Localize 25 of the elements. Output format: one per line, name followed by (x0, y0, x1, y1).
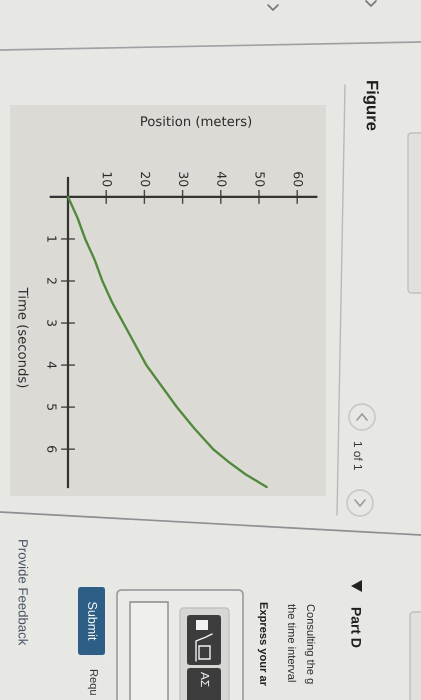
text: Requ (88, 670, 98, 695)
x-tick-label: 20 (140, 172, 150, 186)
text: ΑΣ (200, 672, 210, 687)
y-tick-label: 4 (47, 362, 56, 368)
text: Figure (363, 81, 379, 130)
y-tick-label: 3 (47, 320, 57, 326)
y-tick-label: 5 (47, 404, 56, 410)
x-tick-label: 60 (294, 172, 304, 186)
y-tick-label: 2 (47, 278, 57, 284)
text: Part D (351, 608, 361, 648)
text: the time interval (288, 604, 296, 682)
y-tick-label: 1 (47, 236, 56, 242)
text: Provide Feedback (18, 540, 28, 646)
x-tick-label: 40 (217, 172, 227, 186)
x-tick-label: 50 (255, 172, 265, 186)
y-tick-label: 6 (47, 446, 57, 452)
x-tick-label: 10 (102, 172, 112, 186)
text: Consulting the g (304, 604, 316, 684)
line-series (66, 196, 268, 488)
text: Submit (88, 602, 98, 640)
x-tick-label: 30 (178, 172, 188, 186)
text: 1 of 1 (354, 442, 362, 470)
x-axis-title: Position (meters) (141, 116, 252, 128)
y-axis-title: Time (seconds) (16, 288, 29, 388)
text: Express your ar (258, 602, 268, 686)
